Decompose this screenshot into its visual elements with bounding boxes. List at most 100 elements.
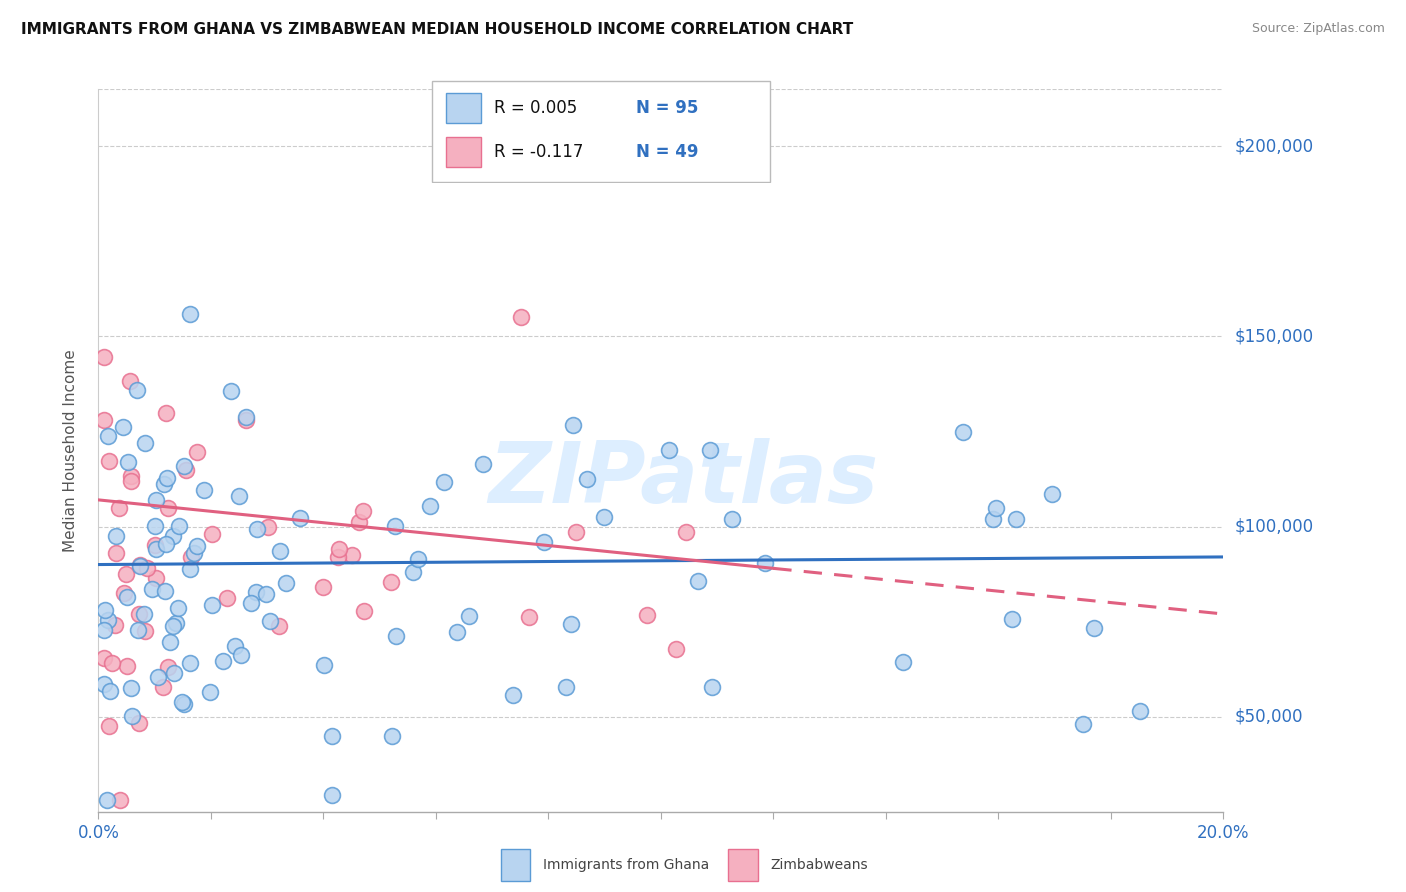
Point	[153, 584, 176, 599]
Point	[162, 619, 184, 633]
Point	[321, 729, 343, 743]
Point	[170, 695, 193, 709]
Point	[101, 657, 124, 671]
Point	[419, 499, 441, 513]
Point	[115, 566, 138, 581]
Point	[754, 556, 776, 570]
Point	[446, 625, 468, 640]
Point	[165, 615, 187, 630]
Point	[120, 475, 142, 489]
Point	[93, 413, 115, 427]
Text: Zimbabweans: Zimbabweans	[770, 858, 868, 872]
Point	[162, 529, 184, 543]
FancyBboxPatch shape	[432, 81, 770, 182]
Point	[380, 575, 402, 590]
Point	[112, 419, 135, 434]
Point	[380, 730, 402, 744]
Point	[385, 629, 408, 643]
Bar	[446, 93, 481, 123]
Point	[593, 510, 616, 524]
Point	[129, 558, 152, 572]
Text: Immigrants from Ghana: Immigrants from Ghana	[543, 858, 709, 872]
Point	[120, 375, 142, 389]
Text: N = 49: N = 49	[636, 143, 697, 161]
Point	[458, 609, 481, 624]
Point	[312, 580, 335, 594]
Point	[121, 708, 143, 723]
Point	[97, 428, 120, 442]
Point	[288, 511, 311, 525]
Bar	[501, 849, 530, 881]
Point	[173, 697, 195, 711]
Point	[891, 656, 914, 670]
Point	[93, 624, 115, 638]
Point	[636, 608, 658, 623]
Point	[127, 383, 149, 397]
Point	[245, 585, 267, 599]
Point	[180, 549, 202, 564]
Point	[246, 522, 269, 536]
Point	[1071, 717, 1094, 731]
Point	[274, 576, 297, 591]
Point	[152, 680, 174, 694]
Point	[664, 642, 686, 657]
Point	[554, 680, 576, 694]
Point	[96, 793, 118, 807]
Point	[186, 445, 208, 459]
Point	[349, 515, 371, 529]
Point	[576, 472, 599, 486]
Point	[129, 559, 152, 574]
Point	[219, 384, 242, 398]
Point	[143, 518, 166, 533]
Point	[186, 539, 208, 553]
Text: N = 95: N = 95	[636, 99, 697, 117]
Point	[120, 681, 142, 695]
Point	[134, 607, 156, 621]
Point	[408, 552, 430, 566]
Point	[98, 718, 121, 732]
Point	[179, 307, 201, 321]
Point	[562, 418, 585, 433]
Bar	[728, 849, 758, 881]
Point	[136, 560, 159, 574]
Point	[517, 609, 540, 624]
Point	[94, 603, 117, 617]
Point	[107, 501, 129, 516]
Point	[145, 542, 167, 557]
Text: $100,000: $100,000	[1234, 517, 1313, 535]
Point	[259, 615, 281, 629]
Point	[502, 688, 524, 702]
Point	[215, 591, 238, 606]
Point	[984, 501, 1007, 516]
Point	[658, 442, 681, 457]
Point	[134, 436, 156, 450]
Point	[105, 546, 128, 560]
Point	[146, 670, 169, 684]
Point	[1129, 704, 1152, 718]
Point	[127, 624, 149, 638]
Point	[212, 654, 235, 668]
Point	[267, 618, 290, 632]
Point	[235, 413, 257, 427]
Point	[156, 471, 179, 485]
Text: IMMIGRANTS FROM GHANA VS ZIMBABWEAN MEDIAN HOUSEHOLD INCOME CORRELATION CHART: IMMIGRANTS FROM GHANA VS ZIMBABWEAN MEDI…	[21, 22, 853, 37]
Point	[1042, 487, 1064, 501]
Point	[952, 425, 974, 440]
Point	[688, 574, 710, 588]
Point	[128, 607, 150, 621]
Point	[402, 565, 425, 579]
Point	[112, 586, 135, 600]
Point	[1001, 612, 1024, 626]
Point	[174, 463, 197, 477]
Point	[269, 544, 291, 558]
Point	[108, 793, 131, 807]
Point	[340, 548, 363, 562]
Point	[93, 350, 115, 364]
Point	[229, 648, 252, 663]
Point	[153, 477, 176, 491]
Point	[143, 537, 166, 551]
Point	[565, 525, 588, 540]
Point	[134, 624, 156, 638]
Text: R = -0.117: R = -0.117	[495, 143, 583, 161]
Point	[93, 677, 115, 691]
